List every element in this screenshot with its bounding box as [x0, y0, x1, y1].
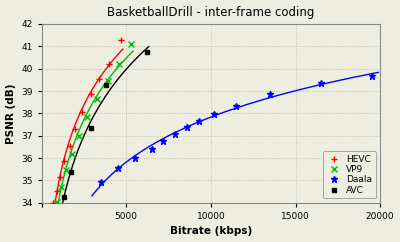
Daala: [212, 113, 217, 116]
VP9: [105, 79, 110, 82]
HEVC: [80, 111, 85, 114]
Line: HEVC: HEVC: [51, 37, 124, 206]
HEVC: [107, 63, 112, 66]
HEVC: [51, 201, 56, 204]
AVC: [88, 127, 93, 129]
HEVC: [97, 77, 102, 80]
VP9: [54, 200, 59, 203]
HEVC: [88, 93, 93, 96]
Daala: [197, 120, 202, 123]
VP9: [117, 63, 122, 66]
HEVC: [62, 160, 67, 163]
Legend: HEVC, VP9, Daala, AVC: HEVC, VP9, Daala, AVC: [322, 151, 376, 198]
Daala: [318, 82, 323, 85]
Daala: [132, 157, 137, 159]
VP9: [76, 134, 81, 137]
Daala: [369, 75, 374, 78]
VP9: [64, 169, 68, 172]
HEVC: [58, 176, 63, 179]
VP9: [70, 152, 74, 155]
Daala: [161, 140, 166, 143]
HEVC: [67, 144, 72, 147]
Daala: [98, 180, 103, 183]
AVC: [104, 84, 108, 87]
X-axis label: Bitrate (kbps): Bitrate (kbps): [170, 227, 252, 236]
Daala: [115, 167, 120, 170]
VP9: [94, 97, 99, 100]
Daala: [268, 93, 272, 96]
Daala: [173, 132, 178, 135]
Line: AVC: AVC: [61, 49, 149, 200]
Line: VP9: VP9: [54, 41, 134, 204]
Daala: [185, 125, 190, 128]
AVC: [61, 196, 66, 199]
Daala: [149, 148, 154, 151]
Daala: [234, 104, 239, 107]
HEVC: [73, 128, 78, 130]
HEVC: [54, 189, 59, 192]
Line: Daala: Daala: [98, 73, 375, 185]
Title: BasketballDrill - inter-frame coding: BasketballDrill - inter-frame coding: [107, 6, 314, 19]
VP9: [129, 43, 134, 45]
VP9: [59, 186, 64, 189]
VP9: [85, 115, 90, 118]
Y-axis label: PSNR (dB): PSNR (dB): [6, 83, 16, 144]
AVC: [144, 50, 149, 53]
AVC: [69, 170, 74, 173]
HEVC: [119, 38, 124, 41]
